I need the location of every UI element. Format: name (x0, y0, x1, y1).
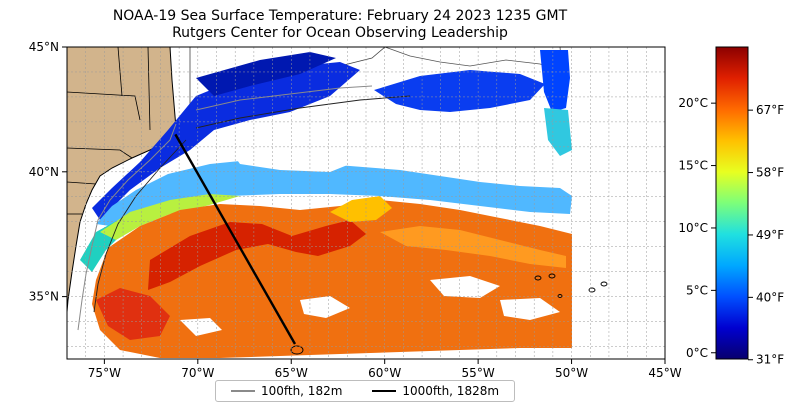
colorbar (715, 46, 749, 360)
lat-tick-label: 45°N (29, 40, 59, 54)
lon-tick-label: 70°W (181, 366, 214, 378)
contour-1000fth-north (195, 95, 411, 129)
colorbar-fahrenheit-label: 58°F (756, 166, 784, 180)
legend-item-1000fth: 1000fth, 1828m (372, 384, 499, 398)
sst-gulf-stream-core (148, 220, 366, 290)
sst-frontal-band (100, 194, 240, 240)
figure-subtitle: Rutgers Center for Ocean Observing Leade… (172, 25, 508, 41)
colorbar-fahrenheit-label: 40°F (756, 290, 784, 304)
sst-cold-scotian (540, 50, 570, 112)
contour-1000fth (93, 139, 187, 313)
map-content (67, 47, 665, 359)
sst-warm-band-east (380, 226, 566, 268)
lat-tick-label: 35°N (29, 290, 59, 304)
map-gridlines (66, 46, 666, 359)
figure-title: NOAA-19 Sea Surface Temperature: Februar… (112, 8, 568, 24)
bermuda-and-seamounts (290, 273, 608, 355)
latitude-ticks: 45°N 40°N 35°N (29, 40, 67, 304)
sst-cold-gulf-maine (196, 52, 336, 96)
lat-tick-label: 40°N (29, 165, 59, 179)
sst-cold-shelf (92, 62, 360, 220)
lon-tick-label: 60°W (368, 366, 401, 378)
legend-swatch-black (372, 390, 397, 392)
sst-map-plot: 75°W 70°W 65°W 60°W 55°W 50°W 45°W 45°N 40°N 35°… (29, 40, 785, 378)
land-us-coast (67, 47, 177, 313)
legend-item-100fth: 100fth, 182m (230, 384, 343, 398)
lon-tick-label: 75°W (88, 366, 121, 378)
colorbar-celsius-label: 15°C (678, 159, 708, 173)
sst-warm-south (96, 288, 170, 340)
longitude-ticks: 75°W 70°W 65°W 60°W 55°W 50°W 45°W (88, 359, 682, 378)
colorbar-fahrenheit-ticks: 31°F 40°F 49°F 58°F 67°F (748, 103, 784, 367)
legend-label-1000fth: 1000fth, 1828m (402, 384, 500, 398)
map-frame (66, 46, 666, 360)
colorbar-celsius-label: 20°C (678, 96, 708, 110)
legend-swatch-gray (230, 390, 255, 392)
cloud-mask (180, 47, 665, 359)
sst-shelf-south (80, 210, 148, 272)
sst-slope-water (96, 160, 572, 226)
colorbar-celsius-ticks: 0°C 5°C 10°C 15°C 20°C (678, 96, 716, 360)
contour-legend: 100fth, 182m 1000fth, 1828m (215, 380, 515, 402)
lon-tick-label: 50°W (555, 366, 588, 378)
lon-tick-label: 65°W (275, 366, 308, 378)
sst-warm-eddy (330, 196, 392, 222)
contour-100fth-gom (195, 85, 373, 111)
transect-line (174, 133, 297, 345)
lon-tick-label: 45°W (648, 366, 681, 378)
colorbar-celsius-label: 10°C (678, 221, 708, 235)
state-borders (67, 47, 151, 215)
legend-label-100fth: 100fth, 182m (260, 384, 343, 398)
sst-cool-patch-east (544, 108, 572, 156)
colorbar-fahrenheit-label: 31°F (756, 353, 784, 367)
colorbar-fahrenheit-label: 67°F (756, 103, 784, 117)
lon-tick-label: 55°W (462, 366, 495, 378)
colorbar-celsius-label: 5°C (686, 283, 708, 297)
colorbar-fahrenheit-label: 49°F (756, 228, 784, 242)
colorbar-celsius-label: 0°C (686, 346, 708, 360)
contour-100fth (77, 123, 177, 331)
